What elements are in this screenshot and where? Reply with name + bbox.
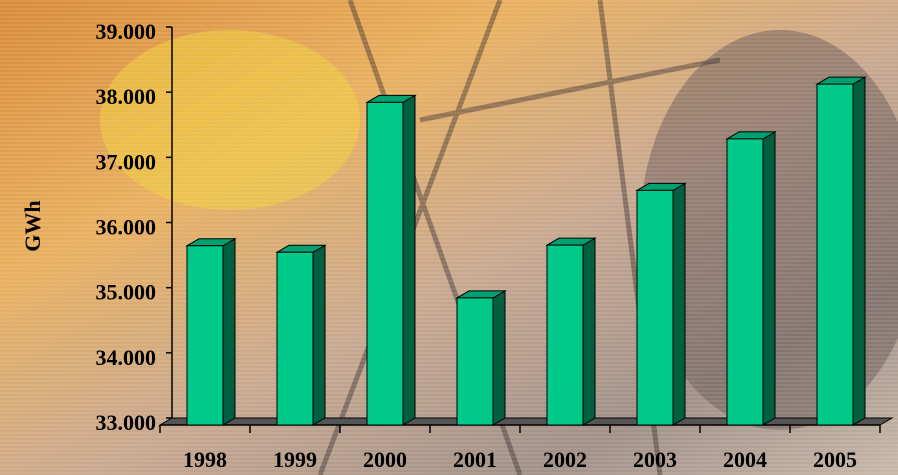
- y-tick-label: 36.000: [96, 215, 157, 240]
- x-tick-label: 2003: [633, 447, 677, 472]
- bar-side: [672, 182, 686, 426]
- y-tick-label: 38.000: [96, 84, 157, 109]
- x-tick-label: 2001: [453, 447, 497, 472]
- floor: [158, 417, 894, 426]
- bar-front: [456, 297, 494, 426]
- x-tick-label: 1998: [183, 447, 227, 472]
- bar-side: [222, 237, 236, 426]
- bar: [815, 76, 867, 426]
- bar: [455, 290, 507, 426]
- bar-side: [402, 94, 416, 426]
- bar: [365, 94, 417, 426]
- bar-front: [636, 189, 674, 426]
- bar-front: [546, 244, 584, 426]
- bar: [545, 237, 597, 426]
- y-tick-label: 33.000: [96, 410, 157, 435]
- y-axis-title: GWh: [20, 200, 45, 251]
- bar: [275, 244, 327, 426]
- x-tick-label: 2005: [813, 447, 857, 472]
- bar-side: [582, 237, 596, 426]
- bar-side: [492, 290, 506, 426]
- bar-front: [186, 245, 224, 426]
- bar-side: [312, 244, 326, 426]
- bar: [725, 131, 777, 426]
- bar-side: [852, 76, 866, 426]
- x-tick-label: 2004: [723, 447, 767, 472]
- y-tick-label: 39.000: [96, 19, 157, 44]
- x-tick-label: 2002: [543, 447, 587, 472]
- y-tick-label: 34.000: [96, 345, 157, 370]
- bar-front: [726, 138, 764, 426]
- y-tick-label: 35.000: [96, 280, 157, 305]
- bar: [635, 182, 687, 426]
- bar: [185, 237, 237, 426]
- bar-front: [366, 101, 404, 426]
- bar-front: [276, 251, 314, 426]
- bar-front: [816, 83, 854, 426]
- bar-side: [762, 131, 776, 426]
- x-tick-label: 2000: [363, 447, 407, 472]
- y-tick-label: 37.000: [96, 149, 157, 174]
- x-tick-label: 1999: [273, 447, 317, 472]
